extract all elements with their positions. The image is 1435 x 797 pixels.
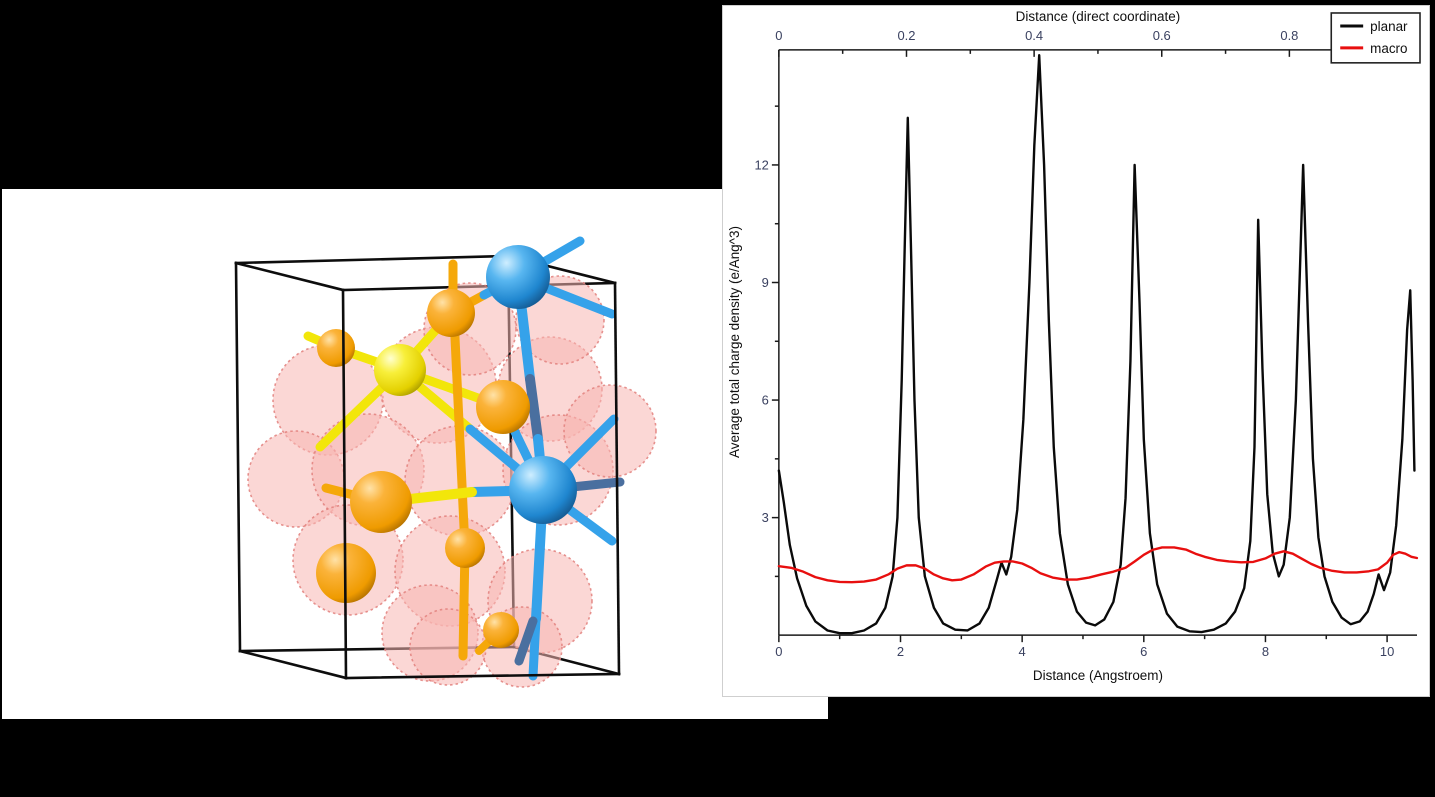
bond <box>405 487 477 504</box>
chart-series <box>777 54 1419 635</box>
structure-viewer-panel <box>2 189 828 719</box>
unit-cell-edge <box>234 261 242 653</box>
unit-cell-edge <box>234 261 345 292</box>
bond <box>525 374 543 444</box>
legend-box <box>1330 12 1421 64</box>
isosurface-blob <box>409 608 487 686</box>
blue-atom <box>486 245 550 309</box>
top-tick-label: 0.2 <box>897 28 915 43</box>
macro-curve <box>777 546 1419 584</box>
chart-panel: 0 2 4 6 8 10 3 6 9 12 0 0.2 0.4 0.6 0.8 Distance (dire… <box>722 5 1430 697</box>
unit-cell-edge <box>341 288 348 680</box>
bond <box>528 614 541 681</box>
y-axis-title: Average total charge density (e/Ang^3) <box>727 226 742 458</box>
top-tick-label: 0 <box>775 28 782 43</box>
unit-cell-edge <box>234 254 510 265</box>
orange-atom <box>317 329 355 367</box>
x-tick-label: 8 <box>1262 644 1269 659</box>
planar-curve <box>777 54 1416 635</box>
x-axis-title: Distance (Angstroem) <box>1033 668 1163 683</box>
legend-macro-label: macro <box>1370 41 1407 56</box>
y-tick-label: 6 <box>762 393 769 408</box>
orange-atom <box>483 612 519 648</box>
isosurface-blob <box>563 384 657 478</box>
unit-cell-edge <box>613 281 621 676</box>
chart-axes: 0 2 4 6 8 10 3 6 9 12 0 0.2 0.4 0.6 0.8 <box>754 28 1418 659</box>
bond <box>514 616 538 666</box>
bond <box>449 312 470 553</box>
orange-atom <box>445 528 485 568</box>
crystal-structure-image <box>234 236 657 688</box>
charge-density-chart: 0 2 4 6 8 10 3 6 9 12 0 0.2 0.4 0.6 0.8 Distance (dire… <box>727 9 1421 683</box>
orange-atom <box>427 289 475 337</box>
blue-atom <box>509 456 577 524</box>
y-tick-label: 3 <box>762 510 769 525</box>
top-axis-title: Distance (direct coordinate) <box>1016 9 1181 24</box>
atoms <box>316 245 577 648</box>
unit-cell-edge <box>238 649 348 680</box>
top-tick-label: 0.8 <box>1280 28 1298 43</box>
legend: planar macro <box>1330 12 1421 64</box>
x-tick-label: 2 <box>897 644 904 659</box>
y-tick-label: 12 <box>754 157 768 172</box>
top-tick-label: 0.6 <box>1153 28 1171 43</box>
legend-planar-label: planar <box>1370 19 1408 34</box>
x-tick-label: 0 <box>775 644 782 659</box>
x-tick-label: 4 <box>1019 644 1026 659</box>
unit-cell-edge <box>344 672 621 680</box>
top-tick-label: 0.4 <box>1025 28 1043 43</box>
unit-cell-front-edges <box>234 261 621 680</box>
yellow-atom <box>374 344 426 396</box>
orange-atom <box>476 380 530 434</box>
x-tick-label: 6 <box>1140 644 1147 659</box>
orange-atom <box>350 471 412 533</box>
y-tick-label: 9 <box>762 275 769 290</box>
x-tick-label: 10 <box>1380 644 1394 659</box>
